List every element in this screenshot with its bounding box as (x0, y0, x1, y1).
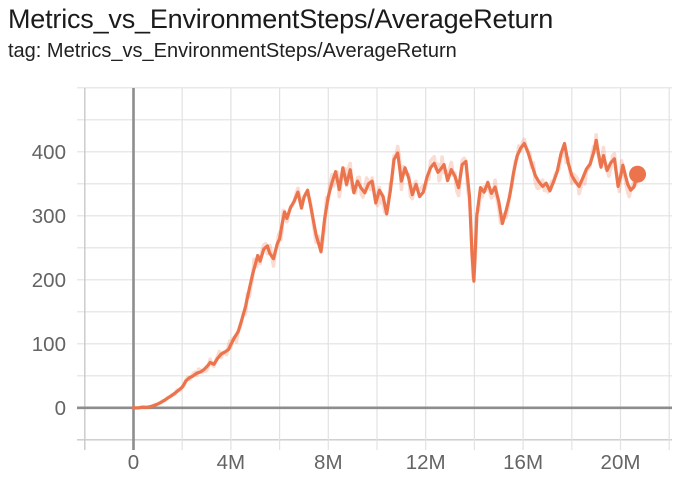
smoothed-series-line[interactable] (131, 138, 640, 410)
y-axis-tick-label: 0 (55, 397, 66, 420)
x-axis-tick-label: 8M (314, 451, 342, 474)
x-axis-tick-label: 16M (503, 451, 543, 474)
raw-series-line (131, 133, 640, 411)
chart-title: Metrics_vs_EnvironmentSteps/AverageRetur… (8, 4, 554, 34)
series-end-dot[interactable] (629, 165, 647, 183)
y-axis-tick-label: 400 (32, 141, 66, 164)
y-axis-tick-label: 100 (32, 333, 66, 356)
y-axis-tick-label: 200 (32, 269, 66, 292)
x-axis-tick-label: 12M (406, 451, 446, 474)
chart-tag-subtitle: tag: Metrics_vs_EnvironmentSteps/Average… (8, 40, 457, 62)
x-axis-tick-label: 20M (601, 451, 641, 474)
x-axis-tick-label: 0 (128, 451, 139, 474)
y-axis-tick-label: 300 (32, 205, 66, 228)
x-axis-tick-label: 4M (217, 451, 245, 474)
